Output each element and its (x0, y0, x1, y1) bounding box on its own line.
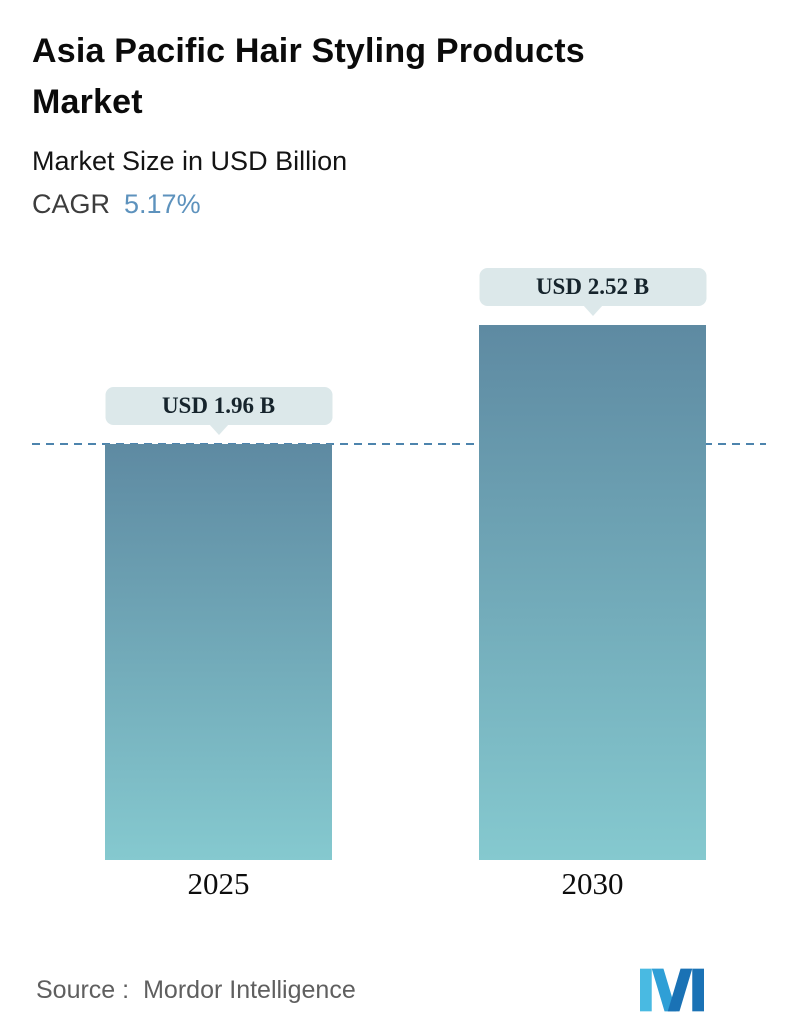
footer: Source : Mordor Intelligence (32, 968, 766, 1034)
value-label-pill: USD 2.52 B (479, 268, 706, 306)
pill-pointer-icon (208, 423, 229, 435)
source-label: Source : (36, 975, 130, 1004)
pill-pointer-icon (582, 305, 603, 316)
x-axis: 2025 2030 (32, 866, 766, 922)
cagr-label: CAGR (32, 189, 111, 219)
cagr-value: 5.17% (124, 189, 201, 219)
cagr-row: CAGR 5.17% (32, 189, 766, 220)
value-label-pill: USD 1.96 B (105, 386, 332, 425)
page-title: Asia Pacific Hair Styling Products Marke… (32, 32, 585, 121)
bar-group: USD 2.52 B (479, 244, 706, 860)
x-axis-label: 2030 (561, 866, 624, 901)
bar (105, 443, 332, 860)
cagr-dashed-line (32, 442, 766, 445)
bar-group: USD 1.96 B (105, 244, 332, 860)
source-line: Source : Mordor Intelligence (36, 976, 356, 1005)
source-name: Mordor Intelligence (143, 975, 356, 1004)
plot-area: USD 1.96 B USD 2.52 B (32, 244, 766, 860)
mordor-logo-icon (640, 968, 704, 1012)
bar (479, 325, 706, 860)
x-axis-label: 2025 (187, 866, 250, 901)
chart-subtitle: Market Size in USD Billion (32, 146, 348, 176)
